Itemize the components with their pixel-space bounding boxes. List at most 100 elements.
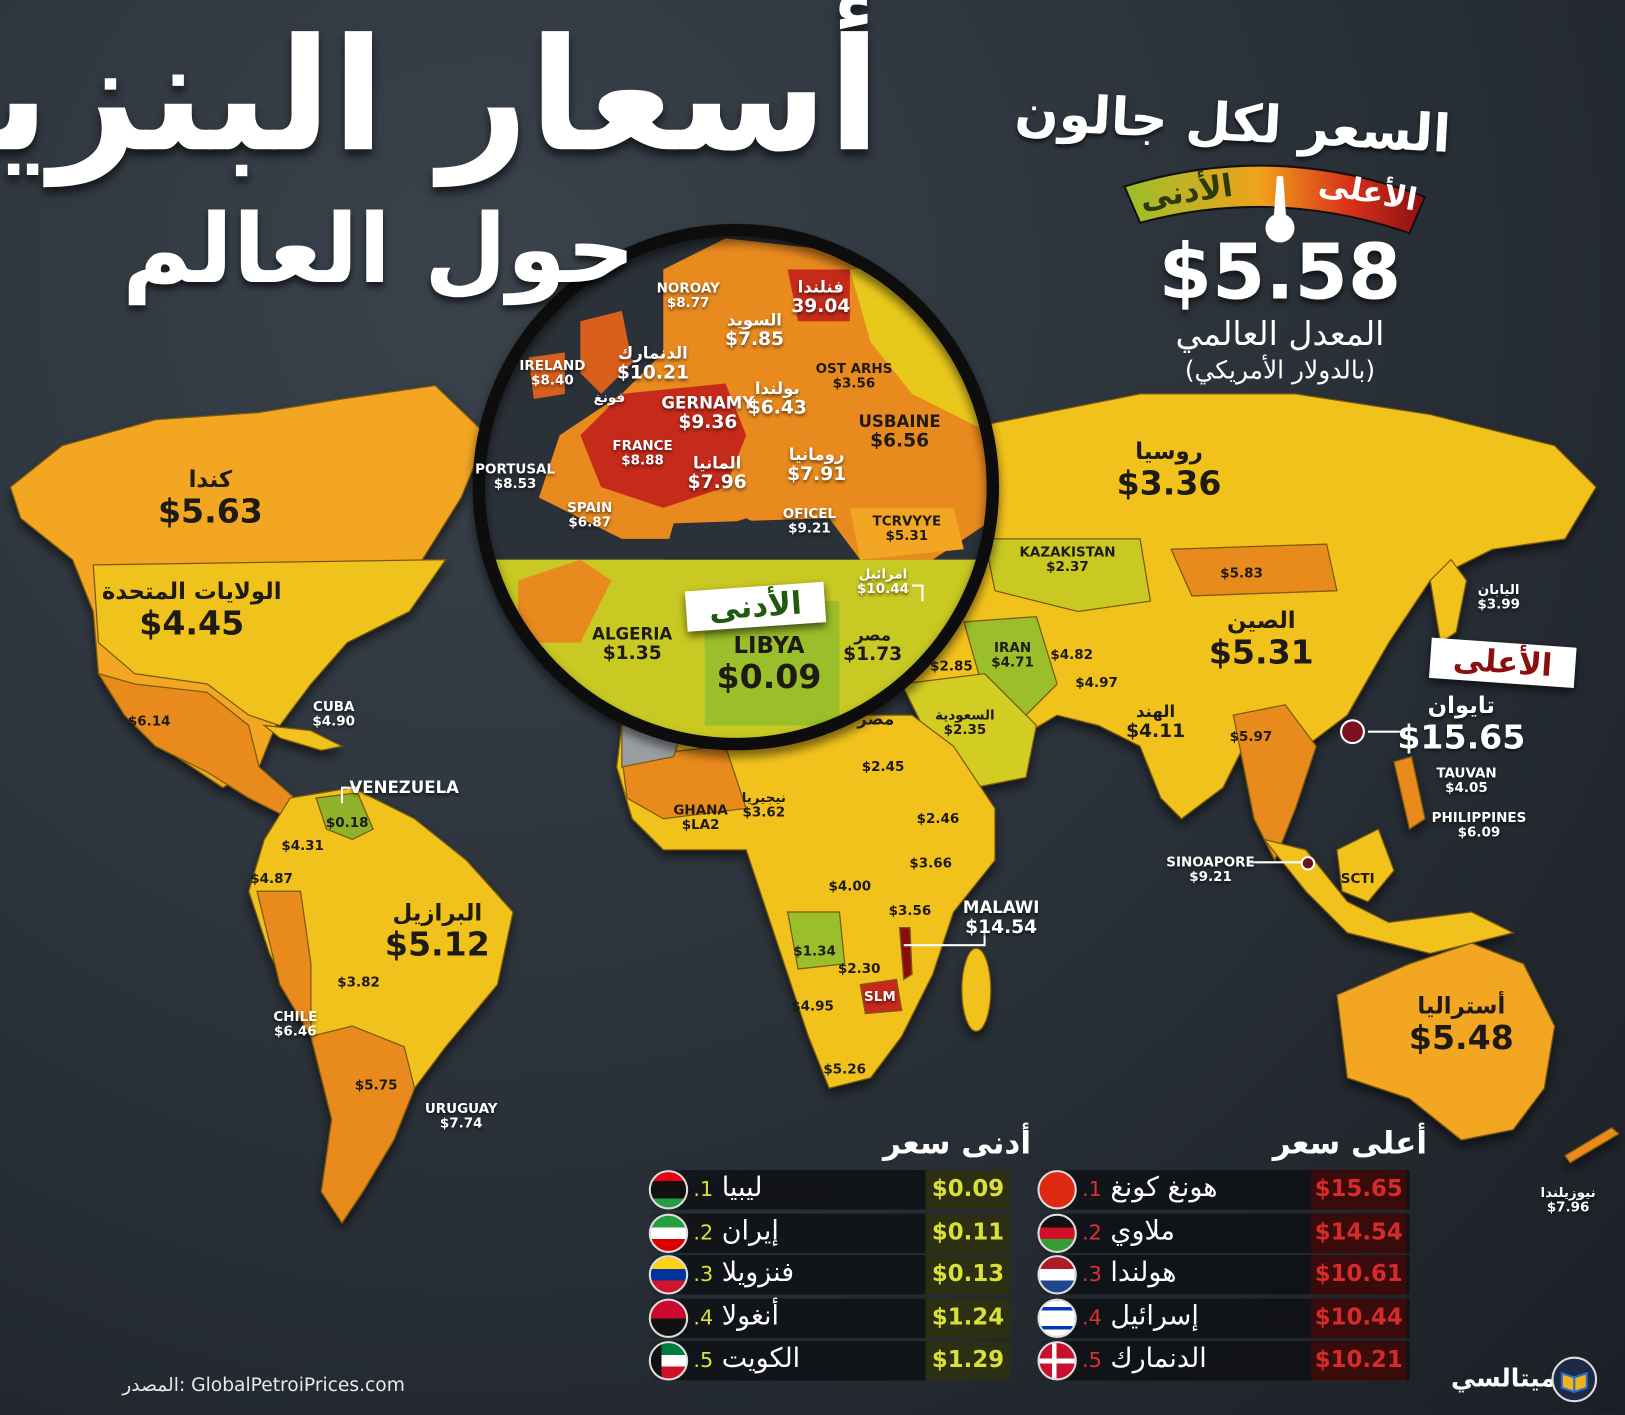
country-price: $6.46	[274, 1024, 317, 1040]
country-price-label: $6.14	[127, 714, 171, 730]
country-price: SLM	[864, 989, 896, 1006]
cuba	[262, 724, 344, 751]
country-price: $2.46	[916, 811, 960, 828]
country-name: OST ARHS	[815, 361, 893, 378]
country-name: امرائيل	[858, 566, 908, 583]
country-price-label: FRANCE $8.88	[612, 439, 672, 469]
philippines	[1393, 755, 1426, 831]
open-book-icon	[1551, 1356, 1598, 1403]
country-name: ليبيا 1.	[693, 1172, 762, 1203]
country-label: ملاوي	[1110, 1215, 1175, 1247]
country-price-label: IRELAND $8.40	[519, 359, 585, 390]
lowest-price-row: إيران 2. $0.11	[647, 1213, 1011, 1254]
mongolia	[1170, 543, 1338, 597]
rank-number: 2.	[693, 1219, 714, 1245]
country-price-label: الدنمارك $10.21	[617, 344, 689, 383]
country-price: $6.09	[1457, 825, 1501, 841]
magnifier-europe	[478, 230, 993, 745]
country-price-label: $4.82	[1050, 647, 1093, 664]
country-price: $3.56	[888, 903, 932, 920]
country-name: الولايات المتحدة	[101, 579, 282, 606]
country-name: أستراليا	[1417, 993, 1506, 1020]
country-name: NOROAY	[656, 280, 720, 297]
country-price: $3.66	[909, 856, 952, 872]
country-name: إيران 2.	[693, 1216, 778, 1247]
malawi	[898, 926, 913, 981]
country-price-label: $5.83	[1220, 565, 1263, 582]
country-price-label: PORTUSAL $8.53	[475, 462, 556, 493]
country-name: السعودية	[935, 707, 995, 724]
country-price: $5.31	[1208, 632, 1314, 672]
highest-price-row: ملاوي 2. $14.54	[1036, 1213, 1410, 1254]
country-price: SCTI	[1340, 871, 1375, 888]
country-price: $9.21	[1189, 869, 1232, 886]
country-price-label: CHILE $6.46	[273, 1010, 317, 1040]
country-price-label: أستراليا $5.48	[1408, 993, 1514, 1058]
country-name: OFICEL	[782, 506, 837, 523]
lowest-table-title: أدنى سعر	[883, 1125, 1032, 1162]
iran-flag-icon	[648, 1213, 689, 1254]
country-name: USBAINE	[858, 411, 941, 432]
country-price: $6.14	[127, 714, 171, 730]
country-name: TCRVYYE	[872, 514, 942, 530]
price-value: $10.21	[1311, 1341, 1407, 1381]
country-name: بولندا	[754, 378, 800, 398]
country-name: أنغولا 4.	[693, 1301, 779, 1332]
country-price-label: رومانيا $7.91	[787, 446, 846, 485]
rank-number: 4.	[693, 1304, 714, 1330]
country-price-label: VENEZUELA	[349, 778, 459, 796]
japan	[1429, 558, 1468, 644]
country-name: GHANA	[673, 803, 728, 819]
australia	[1336, 942, 1556, 1141]
price-value: $14.54	[1311, 1213, 1407, 1254]
country-price-label: $5.26	[823, 1063, 866, 1078]
global-average-price: $5.58	[1158, 228, 1402, 318]
currency-note: (بالدولار الأمريكي)	[1184, 355, 1376, 385]
country-price: $LA2	[681, 818, 720, 834]
country-name: CHILE	[273, 1009, 318, 1025]
country-label: هونغ كونغ	[1110, 1172, 1218, 1204]
country-name: نيوزيلندا	[1540, 1185, 1596, 1202]
country-price-label: امرائيل $10.44	[857, 566, 909, 598]
country-price-label: SLM	[864, 989, 896, 1006]
country-price-label: $2.46	[916, 811, 960, 828]
zimbabwe	[859, 978, 903, 1015]
libya-flag-icon	[648, 1170, 689, 1210]
country-price-label: فنلندا 39.04	[791, 278, 850, 317]
gauge-needle	[1273, 176, 1287, 218]
country-price-label: OFICEL $9.21	[782, 506, 837, 538]
country-price-label: المانيا $7.96	[688, 454, 747, 493]
country-label: ليبيا	[721, 1172, 763, 1204]
country-price-label: السويد $7.85	[725, 311, 784, 350]
country-name: ALGERIA	[592, 623, 673, 644]
country-price: $5.83	[1220, 565, 1263, 582]
magnifier-lens	[472, 223, 1000, 751]
country-price: $5.48	[1408, 1017, 1514, 1058]
country-name: فنلندا	[797, 276, 845, 297]
country-price: $10.21	[616, 361, 689, 384]
venezuela-flag-icon	[648, 1255, 689, 1295]
country-price: $4.87	[250, 871, 293, 888]
country-price: $0.18	[325, 815, 369, 832]
country-price-label: $2.85	[930, 659, 973, 675]
country-name: روسيا	[1135, 439, 1203, 466]
country-price: $3.56	[832, 376, 876, 393]
country-price-label: $3.56	[888, 903, 932, 920]
country-name: SPAIN	[567, 500, 613, 517]
malawi-flag-icon	[1037, 1213, 1077, 1254]
country-label: أنغولا	[721, 1300, 779, 1332]
new-zealand	[1564, 1126, 1620, 1164]
country-price: $4.82	[1050, 647, 1093, 664]
global-average-label: المعدل العالمي	[1175, 314, 1385, 354]
country-price-label: KAZAKISTAN $2.37	[1019, 545, 1115, 576]
country-price-label: $3.66	[909, 856, 952, 872]
country-name: PORTUSAL	[475, 462, 556, 478]
rank-number: 1.	[693, 1176, 714, 1202]
country-price: $3.82	[337, 975, 380, 991]
venezuela	[315, 792, 374, 841]
rank-number: 5.	[1082, 1347, 1102, 1373]
country-name: رومانيا	[788, 444, 845, 465]
country-price-label: $2.45	[862, 760, 905, 776]
country-price-label: TCRVYYE $5.31	[872, 514, 942, 545]
country-price-label: SPAIN $6.87	[567, 500, 613, 532]
